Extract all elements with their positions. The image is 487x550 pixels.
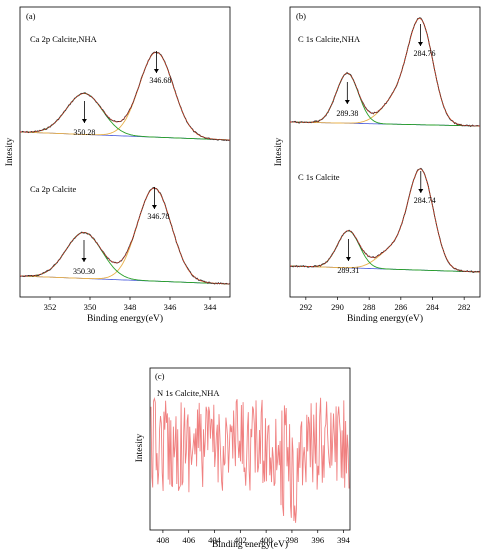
panel-a-bottom-arrow-head [151,205,157,209]
panel-a-top-raw-data [19,51,231,142]
panel-a-frame [19,6,231,298]
panel-b-top-arrow-head [344,100,350,104]
panel-a-bottom-arrow-head [81,258,87,262]
panel-a-bottom-peak-label: 350.30 [73,267,95,276]
panel-a-bottom-title: Ca 2p Calcite [30,184,76,194]
panel-c-tick-label: 404 [208,535,222,545]
panel-b-top-peak-label: 289.38 [336,109,358,118]
panel-a-tick-label: 346 [164,302,177,312]
panel-b-bottom-arrow-head [418,189,424,193]
panel-b-xlabel: Binding energy(eV) [347,313,423,324]
panel-b-bottom-fit-peak-2 [290,168,480,273]
panel-a-bottom-fit-peak-2 [20,187,231,285]
panel-b-tick-label: 290 [331,302,344,312]
panel-c-tick-label: 400 [260,535,273,545]
panel-a-peak-annotations: 350.28 346.68 350.30 346.78 [73,51,171,276]
panel-b-top-fit-peak-1 [290,72,480,127]
panel-c-spectrum [150,396,350,523]
panel-a-top-peak-label: 350.28 [73,128,95,137]
panel-a-tick-label: 348 [124,302,137,312]
panel-b-bottom-arrow-head [345,257,351,261]
panel-b-bottom-raw-data [289,167,481,273]
panel-b-tick-label: 288 [363,302,376,312]
panel-b-top-peak-label: 284.76 [413,49,435,58]
panel-b-bottom-peak-label: 289.31 [337,266,359,275]
panel-c-tick-label: 398 [286,535,299,545]
panel-b-tick-label: 282 [458,302,471,312]
panel-c-tick-label: 406 [182,535,195,545]
panel-a-curves [19,51,231,285]
panel-c-x-ticks: 408 406 404 402 400 398 396 394 [157,530,351,545]
panel-c-ylabel: Intesity [135,434,145,463]
panel-b-curves [289,17,481,273]
panel-b-tick-label: 292 [299,302,312,312]
panel-a-bottom-peak-label: 346.78 [147,212,169,221]
panel-b-label: (b) [296,11,306,21]
panel-b-tick-label: 286 [394,302,407,312]
panel-a-bottom-raw-data [19,186,231,285]
panel-a-bottom-fit-peak-1 [20,231,230,285]
panel-a-xlabel: Binding energy(eV) [87,313,163,324]
panel-a-tick-label: 352 [44,302,57,312]
panel-a-x-ticks: 352 350 348 346 344 [44,297,218,312]
panel-a-top-title: Ca 2p Calcite,NHA [30,34,98,44]
panel-b-peak-annotations: 289.38 284.76 289.31 284.74 [336,24,436,275]
panel-c-tick-label: 396 [311,535,324,545]
panel-a-label: (a) [26,11,36,21]
panel-b-top-envelope [290,17,480,127]
panel-b-bottom-envelope [290,168,480,273]
panel-c-tick-label: 408 [157,535,170,545]
panel-a: (a) Ca 2p Calcite,NHA Ca 2p Calcite 352 3… [5,6,231,324]
panel-b-top-arrow-head [417,42,423,46]
panel-c-frame [149,367,351,531]
panel-b: (b) C 1s Calcite,NHA C 1s Calcite 292 290… [274,6,481,324]
panel-a-top-peak-label: 346.68 [149,76,171,85]
panel-c-label: (c) [155,371,165,381]
panel-b-bottom-peak-label: 284.74 [414,196,436,205]
panel-a-bottom-envelope [20,187,231,285]
panel-c-title: N 1s Calcite,NHA [157,388,220,398]
panel-c-xlabel: Binding energy(eV) [212,539,288,550]
panel-b-bottom-title: C 1s Calcite [298,172,340,182]
panel-a-ylabel: Intesity [5,138,15,167]
panel-a-top-fit-peak-2 [20,51,231,141]
panel-b-ylabel: Intesity [274,138,284,167]
panel-a-top-arrow-head [81,119,87,123]
panel-a-tick-label: 350 [84,302,97,312]
panel-a-top-envelope [19,51,231,141]
panel-c: (c) N 1s Calcite,NHA 408 406 404 402 400 398 3… [135,367,351,550]
panel-b-tick-label: 284 [426,302,440,312]
panel-c-curves [150,396,350,523]
panel-c-tick-label: 394 [337,535,351,545]
panel-c-tick-label: 402 [234,535,247,545]
panel-a-top-arrow-head [153,69,159,73]
panel-b-top-title: C 1s Calcite,NHA [298,34,361,44]
panel-a-tick-label: 344 [204,302,218,312]
panel-b-x-ticks: 292 290 288 286 284 282 [299,297,471,312]
panel-b-frame [289,6,481,298]
